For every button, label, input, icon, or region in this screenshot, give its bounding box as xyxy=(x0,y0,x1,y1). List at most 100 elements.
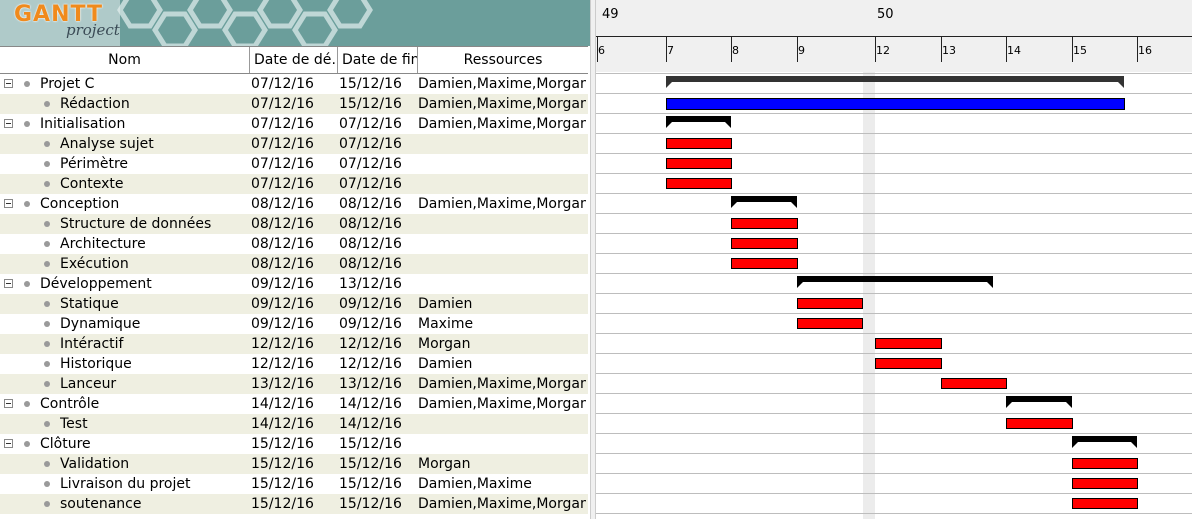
row-separator xyxy=(596,493,1192,494)
task-end-date: 13/12/16 xyxy=(339,376,402,392)
task-resources: Morgan xyxy=(418,336,471,352)
row-separator xyxy=(596,193,1192,194)
task-start-date: 07/12/16 xyxy=(251,176,314,192)
table-row[interactable]: Initialisation 07/12/16 07/12/16 Damien,Max… xyxy=(0,114,588,134)
task-bar[interactable] xyxy=(797,318,863,329)
day-label: 15 xyxy=(1073,44,1087,57)
task-bar[interactable] xyxy=(1072,458,1138,469)
table-row[interactable]: Intéractif 12/12/16 12/12/16 Morgan xyxy=(0,334,588,354)
table-row[interactable]: Lanceur 13/12/16 13/12/16 Damien,Maxime,Mor… xyxy=(0,374,588,394)
table-row[interactable]: soutenance 15/12/16 15/12/16 Damien,Maxime,… xyxy=(0,494,588,514)
task-bullet-icon xyxy=(24,281,30,287)
task-bar[interactable] xyxy=(875,358,942,369)
task-bar[interactable] xyxy=(731,218,798,229)
task-resources: Damien,Maxime,Morgan xyxy=(418,96,586,112)
table-row[interactable]: Clôture 15/12/16 15/12/16 xyxy=(0,434,588,454)
task-bar[interactable] xyxy=(1072,478,1138,489)
row-separator xyxy=(596,353,1192,354)
row-separator xyxy=(596,213,1192,214)
task-resources: Damien,Maxime,Morgan xyxy=(418,196,586,212)
task-name: Clôture xyxy=(40,436,91,452)
task-start-date: 08/12/16 xyxy=(251,236,314,252)
task-bar[interactable] xyxy=(666,178,732,189)
table-row[interactable]: Développement 09/12/16 13/12/16 xyxy=(0,274,588,294)
task-bar[interactable] xyxy=(1006,418,1073,429)
task-end-date: 15/12/16 xyxy=(339,96,402,112)
task-name: Conception xyxy=(40,196,120,212)
table-row[interactable]: Historique 12/12/16 12/12/16 Damien xyxy=(0,354,588,374)
task-name: Validation xyxy=(60,456,130,472)
row-separator xyxy=(596,293,1192,294)
day-tick-line xyxy=(875,36,876,62)
column-header-start[interactable]: Date de dé… xyxy=(250,47,338,73)
collapse-toggle-icon[interactable] xyxy=(4,79,13,88)
summary-bar[interactable] xyxy=(666,76,1124,88)
table-row[interactable]: Livraison du projet 15/12/16 15/12/16 Damie… xyxy=(0,474,588,494)
table-row[interactable]: Structure de données 08/12/16 08/12/16 xyxy=(0,214,588,234)
table-row[interactable]: Dynamique 09/12/16 09/12/16 Maxime xyxy=(0,314,588,334)
task-name: Test xyxy=(60,416,88,432)
column-header-resources[interactable]: Ressources xyxy=(463,52,543,68)
task-bullet-icon xyxy=(44,241,50,247)
row-separator xyxy=(596,333,1192,334)
table-row[interactable]: Analyse sujet 07/12/16 07/12/16 xyxy=(0,134,588,154)
collapse-toggle-icon[interactable] xyxy=(4,399,13,408)
task-bar[interactable] xyxy=(731,238,798,249)
table-row[interactable]: Rédaction 07/12/16 15/12/16 Damien,Maxime,M… xyxy=(0,94,588,114)
task-bar[interactable] xyxy=(731,258,798,269)
task-start-date: 14/12/16 xyxy=(251,416,314,432)
task-bar[interactable] xyxy=(941,378,1007,389)
summary-bar[interactable] xyxy=(1006,396,1072,408)
task-start-date: 15/12/16 xyxy=(251,456,314,472)
task-bar[interactable] xyxy=(797,298,863,309)
task-end-date: 15/12/16 xyxy=(339,496,402,512)
column-header-end[interactable]: Date de fin xyxy=(338,47,418,73)
row-separator xyxy=(596,413,1192,414)
row-separator xyxy=(596,273,1192,274)
task-bar[interactable] xyxy=(666,98,1125,110)
task-bullet-icon xyxy=(24,401,30,407)
panel-splitter[interactable] xyxy=(590,0,596,519)
table-row[interactable]: Contrôle 14/12/16 14/12/16 Damien,Maxime,Mo… xyxy=(0,394,588,414)
table-row[interactable]: Projet C 07/12/16 15/12/16 Damien,Maxime,Mo… xyxy=(0,74,588,94)
task-bar[interactable] xyxy=(875,338,942,349)
day-tick-line xyxy=(731,36,732,62)
collapse-toggle-icon[interactable] xyxy=(4,279,13,288)
task-bullet-icon xyxy=(44,421,50,427)
task-bar[interactable] xyxy=(666,138,732,149)
table-row[interactable]: Statique 09/12/16 09/12/16 Damien xyxy=(0,294,588,314)
day-label: 13 xyxy=(942,44,956,57)
table-row[interactable]: Test 14/12/16 14/12/16 xyxy=(0,414,588,434)
task-resources xyxy=(418,214,586,234)
task-name: Analyse sujet xyxy=(60,136,154,152)
task-start-date: 08/12/16 xyxy=(251,196,314,212)
task-bar[interactable] xyxy=(1072,498,1138,509)
table-row[interactable]: Exécution 08/12/16 08/12/16 xyxy=(0,254,588,274)
task-bullet-icon xyxy=(24,201,30,207)
task-bullet-icon xyxy=(44,341,50,347)
row-separator xyxy=(596,473,1192,474)
summary-bar[interactable] xyxy=(797,276,993,288)
task-bullet-icon xyxy=(44,161,50,167)
collapse-toggle-icon[interactable] xyxy=(4,439,13,448)
task-bullet-icon xyxy=(44,261,50,267)
table-row[interactable]: Contexte 07/12/16 07/12/16 xyxy=(0,174,588,194)
task-bullet-icon xyxy=(44,321,50,327)
logo-text: GANTT xyxy=(14,2,104,27)
task-bar[interactable] xyxy=(666,158,732,169)
table-row[interactable]: Validation 15/12/16 15/12/16 Morgan xyxy=(0,454,588,474)
task-name: Périmètre xyxy=(60,156,129,172)
table-row[interactable]: Périmètre 07/12/16 07/12/16 xyxy=(0,154,588,174)
collapse-toggle-icon[interactable] xyxy=(4,199,13,208)
task-end-date: 15/12/16 xyxy=(339,436,402,452)
summary-bar[interactable] xyxy=(731,196,797,208)
summary-bar[interactable] xyxy=(666,116,731,128)
collapse-toggle-icon[interactable] xyxy=(4,119,13,128)
table-row[interactable]: Architecture 08/12/16 08/12/16 xyxy=(0,234,588,254)
task-name: Historique xyxy=(60,356,132,372)
column-header-name[interactable]: Nom xyxy=(0,47,250,73)
summary-bar[interactable] xyxy=(1072,436,1137,448)
day-tick-line xyxy=(1072,36,1073,62)
row-separator xyxy=(596,313,1192,314)
table-row[interactable]: Conception 08/12/16 08/12/16 Damien,Maxime,… xyxy=(0,194,588,214)
